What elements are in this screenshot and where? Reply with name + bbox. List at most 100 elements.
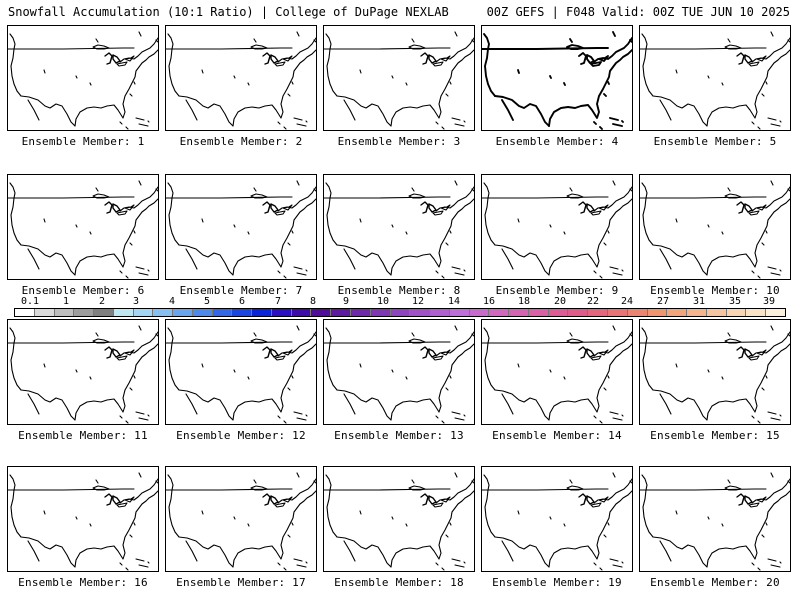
us-basemap — [482, 31, 632, 130]
color-scale-tick-label: 6 — [238, 296, 246, 307]
color-scale-segment — [607, 309, 628, 316]
us-basemap — [8, 472, 158, 571]
color-scale-segment — [667, 309, 688, 316]
color-scale-tick-label: 22 — [586, 296, 600, 307]
color-scale-segment — [74, 309, 95, 316]
color-scale-segment — [232, 309, 253, 316]
ensemble-map-panel — [7, 174, 159, 280]
color-scale-segment — [449, 309, 470, 316]
ensemble-map-panel — [639, 25, 791, 131]
color-scale-segment — [627, 309, 648, 316]
color-scale-segment — [212, 309, 233, 316]
snowfall-color-scale — [14, 308, 786, 317]
ensemble-map-panel — [165, 25, 317, 131]
ensemble-member-label: Ensemble Member: 15 — [650, 429, 780, 442]
ensemble-member-label: Ensemble Member: 2 — [179, 135, 303, 148]
color-scale-segment — [469, 309, 490, 316]
ensemble-map-panel — [165, 174, 317, 280]
color-scale-tick-label: 9 — [342, 296, 350, 307]
color-scale-segment — [311, 309, 332, 316]
us-basemap — [324, 180, 474, 279]
color-scale-segment — [192, 309, 213, 316]
color-scale-segment — [34, 309, 55, 316]
ensemble-member-label: Ensemble Member: 13 — [334, 429, 464, 442]
color-scale-segment — [173, 309, 193, 316]
ensemble-member-label: Ensemble Member: 7 — [179, 284, 303, 297]
color-scale-tick-label: 3 — [132, 296, 140, 307]
ensemble-member-label: Ensemble Member: 10 — [650, 284, 780, 297]
ensemble-member-label: Ensemble Member: 20 — [650, 576, 780, 589]
us-basemap — [640, 180, 790, 279]
ensemble-member-label: Ensemble Member: 5 — [653, 135, 777, 148]
us-basemap — [482, 180, 632, 279]
color-scale-segment — [726, 309, 747, 316]
color-scale-tick-label: 20 — [553, 296, 567, 307]
us-basemap — [324, 31, 474, 130]
color-scale-segment — [489, 309, 510, 316]
color-scale-tick-label: 35 — [728, 296, 742, 307]
ensemble-map-panel — [323, 319, 475, 425]
us-basemap — [324, 472, 474, 571]
color-scale-segment — [153, 309, 174, 316]
ensemble-map-panel — [323, 466, 475, 572]
color-scale-segment — [351, 309, 371, 316]
ensemble-map-panel — [481, 25, 633, 131]
us-basemap — [8, 180, 158, 279]
color-scale-tick-label: 12 — [411, 296, 425, 307]
ensemble-member-label: Ensemble Member: 18 — [334, 576, 464, 589]
ensemble-member-label: Ensemble Member: 11 — [18, 429, 148, 442]
us-basemap — [482, 325, 632, 424]
color-scale-segment — [291, 309, 312, 316]
ensemble-member-label: Ensemble Member: 4 — [495, 135, 619, 148]
ensemble-map-panel — [7, 25, 159, 131]
model-run-info: 00Z GEFS | F048 Valid: 00Z TUE JUN 10 20… — [486, 5, 790, 19]
color-scale-segment — [588, 309, 608, 316]
ensemble-member-label: Ensemble Member: 19 — [492, 576, 622, 589]
color-scale-tick-label: 1 — [62, 296, 70, 307]
us-basemap — [324, 325, 474, 424]
color-scale-segment — [687, 309, 707, 316]
ensemble-member-label: Ensemble Member: 9 — [495, 284, 619, 297]
ensemble-map-panel — [165, 319, 317, 425]
us-basemap — [166, 325, 316, 424]
us-basemap — [482, 472, 632, 571]
ensemble-member-label: Ensemble Member: 3 — [337, 135, 461, 148]
color-scale-segment — [331, 309, 352, 316]
color-scale-segment — [528, 309, 549, 316]
ensemble-map-panel — [7, 319, 159, 425]
color-scale-segment — [15, 309, 35, 316]
ensemble-map-panel — [481, 174, 633, 280]
ensemble-map-panel — [323, 174, 475, 280]
color-scale-segment — [548, 309, 569, 316]
us-basemap — [640, 31, 790, 130]
us-basemap — [640, 325, 790, 424]
ensemble-map-panel — [323, 25, 475, 131]
color-scale-tick-label: 27 — [656, 296, 670, 307]
color-scale-segment — [133, 309, 154, 316]
color-scale-segment — [647, 309, 668, 316]
color-scale-segment — [271, 309, 292, 316]
color-scale-segment — [390, 309, 411, 316]
us-basemap — [640, 472, 790, 571]
ensemble-member-label: Ensemble Member: 16 — [18, 576, 148, 589]
color-scale-segment — [746, 309, 767, 316]
us-basemap — [8, 325, 158, 424]
color-scale-tick-label: 24 — [620, 296, 634, 307]
ensemble-map-panel — [639, 319, 791, 425]
ensemble-member-label: Ensemble Member: 12 — [176, 429, 306, 442]
color-scale-segment — [430, 309, 450, 316]
ensemble-member-label: Ensemble Member: 14 — [492, 429, 622, 442]
color-scale-segment — [252, 309, 272, 316]
color-scale-tick-label: 0.1 — [20, 296, 40, 307]
color-scale-segment — [766, 309, 785, 316]
color-scale-tick-label: 16 — [482, 296, 496, 307]
color-scale-segment — [706, 309, 727, 316]
color-scale-tick-label: 8 — [309, 296, 317, 307]
page-title: Snowfall Accumulation (10:1 Ratio) | Col… — [8, 5, 449, 19]
color-scale-tick-label: 14 — [447, 296, 461, 307]
ensemble-member-label: Ensemble Member: 1 — [21, 135, 145, 148]
ensemble-map-panel — [481, 319, 633, 425]
color-scale-segment — [568, 309, 589, 316]
ensemble-map-panel — [165, 466, 317, 572]
color-scale-tick-label: 10 — [376, 296, 390, 307]
